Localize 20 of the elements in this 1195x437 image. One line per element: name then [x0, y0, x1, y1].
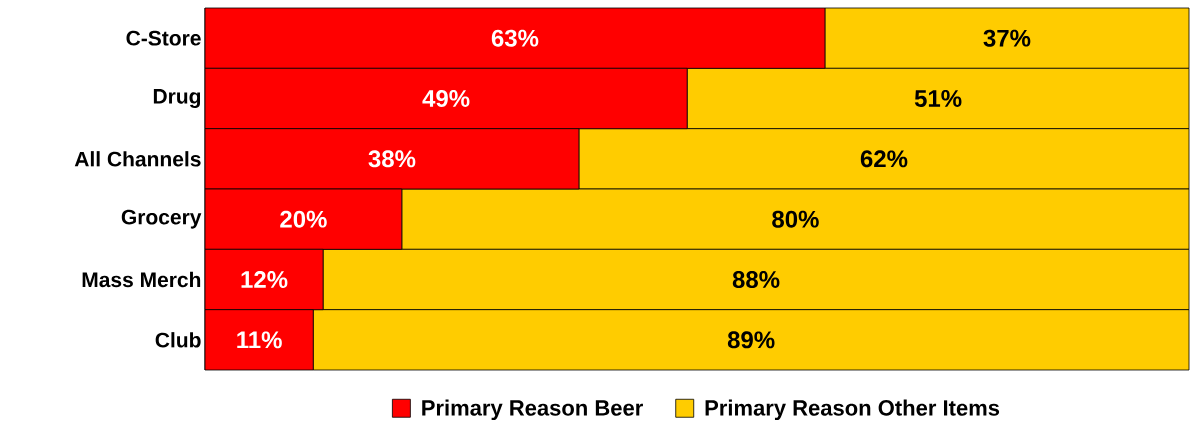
- data-label: 37%: [983, 29, 1031, 47]
- data-label: 20%: [280, 210, 327, 228]
- data-label: 49%: [422, 90, 470, 107]
- data-label: 80%: [772, 210, 819, 228]
- data-label: 88%: [732, 271, 780, 288]
- data-label: 62%: [860, 150, 908, 168]
- data-label: 12%: [241, 271, 288, 288]
- legend-label: Primary Reason Other Items: [705, 399, 1000, 421]
- data-label: 51%: [914, 90, 962, 107]
- data-label: 38%: [368, 150, 416, 168]
- y-tick-label: C-Store: [126, 30, 201, 46]
- y-tick-label: Mass Merch: [82, 271, 201, 288]
- y-tick-label: All Channels: [74, 151, 201, 167]
- y-tick-label: Grocery: [121, 209, 202, 229]
- data-label: 89%: [727, 331, 775, 349]
- data-label: 11%: [237, 331, 282, 349]
- data-label: 63%: [491, 29, 539, 47]
- legend-label: Primary Reason Beer: [422, 399, 643, 421]
- y-tick-label: Club: [155, 332, 201, 348]
- y-tick-label: Drug: [153, 89, 201, 108]
